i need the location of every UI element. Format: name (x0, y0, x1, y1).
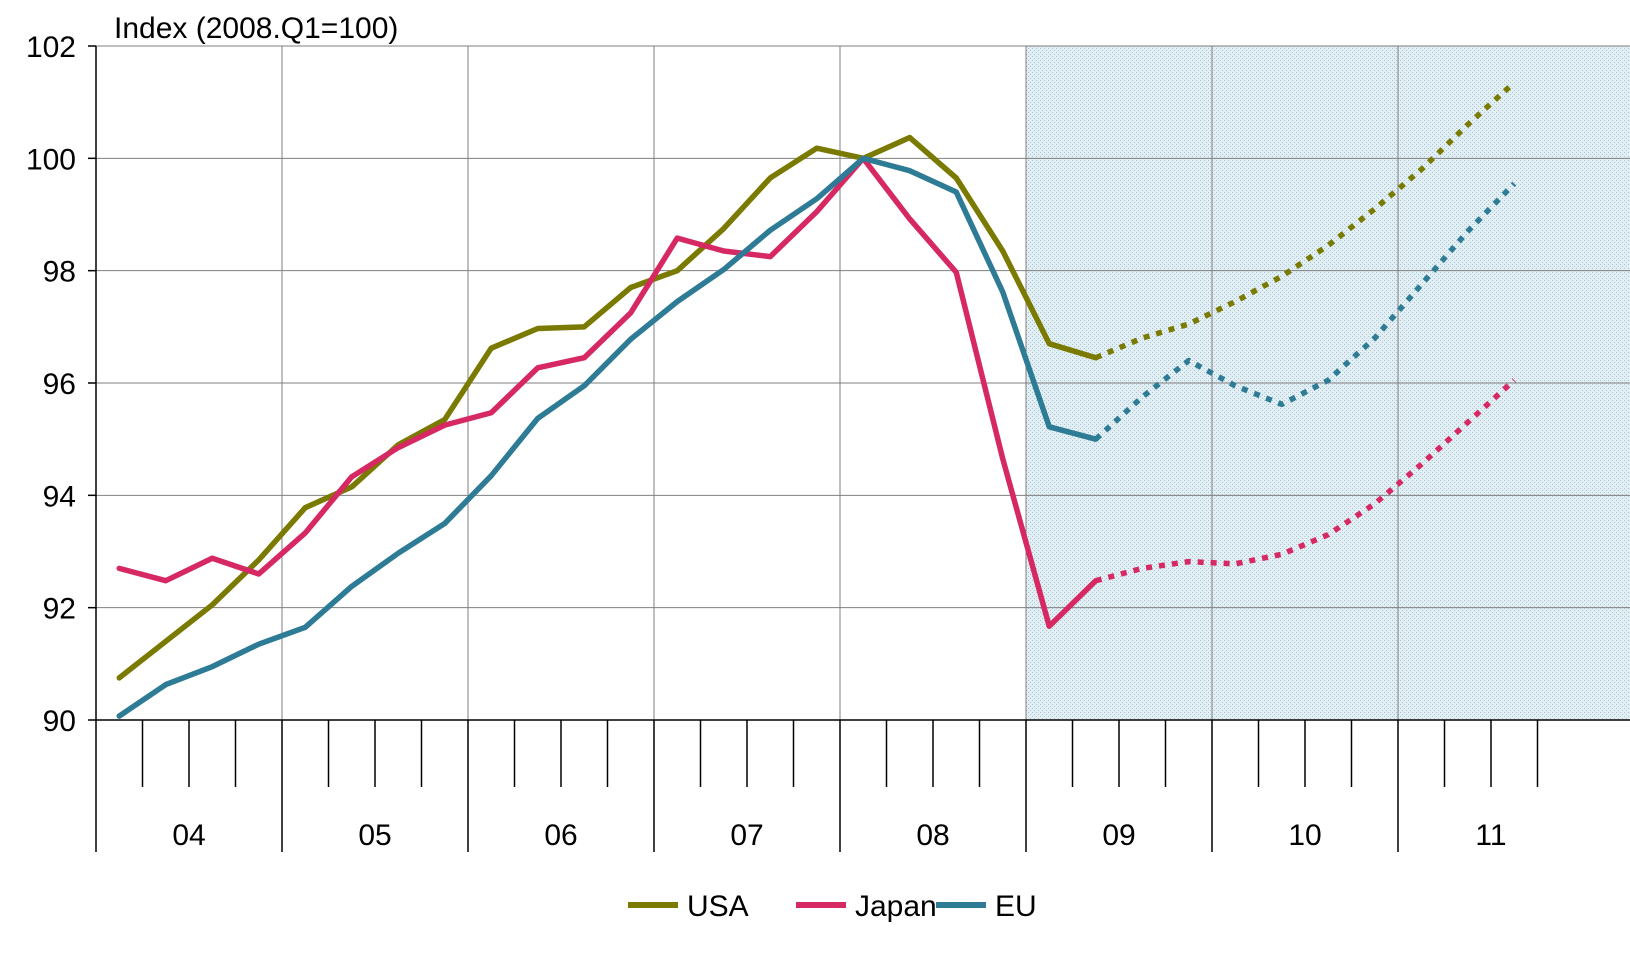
x-tick-label: 08 (916, 819, 949, 852)
series-usa-actual-line (116, 134, 1099, 681)
x-tick-label: 06 (544, 819, 577, 852)
series-eu-actual-line (116, 155, 1099, 719)
plot-lines (116, 80, 1517, 719)
x-tick-label: 04 (172, 819, 205, 852)
y-tick-label: 100 (26, 143, 76, 176)
gridlines (96, 45, 1630, 721)
x-tick-label: 11 (1475, 819, 1506, 852)
y-tick-label: 102 (26, 31, 76, 64)
legend-label-eu: EU (995, 890, 1037, 923)
x-tick-label: 10 (1288, 819, 1321, 852)
y-axis-title: Index (2008.Q1=100) (114, 12, 398, 45)
x-tick-label: 05 (358, 819, 391, 852)
series-japan-actual-line (116, 155, 1099, 629)
y-axis-tick-labels: 90 92 94 96 98 100 102 (26, 31, 96, 738)
axes (95, 46, 1630, 852)
y-tick-label: 90 (43, 705, 76, 738)
series-eu-forecast-line (1093, 181, 1517, 442)
x-axis: 04 05 06 07 08 09 10 11 (141, 720, 1539, 852)
x-tick-label: 07 (730, 819, 763, 852)
y-tick-label: 96 (43, 368, 76, 401)
y-tick-label: 94 (43, 480, 76, 513)
legend-label-usa: USA (687, 890, 749, 923)
legend: USA Japan EU (628, 890, 1037, 923)
x-tick-label: 09 (1102, 819, 1135, 852)
y-tick-label: 92 (43, 593, 76, 626)
y-tick-label: 98 (43, 256, 76, 289)
legend-label-japan: Japan (855, 890, 937, 923)
